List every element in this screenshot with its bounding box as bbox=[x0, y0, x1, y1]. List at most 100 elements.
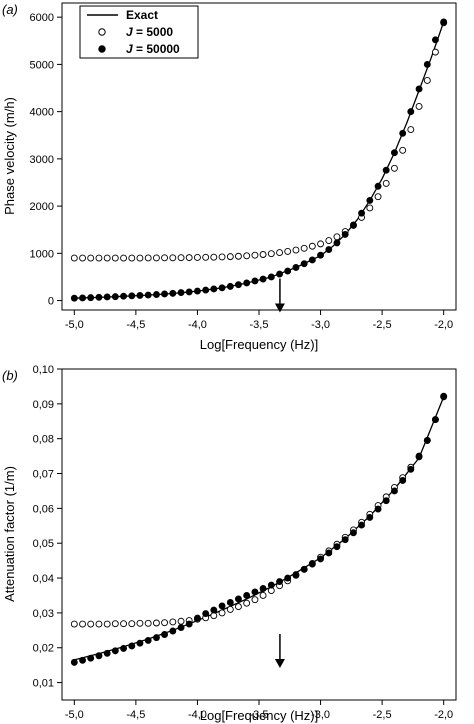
legend-exact-label: Exact bbox=[126, 8, 158, 22]
j5000-data-point bbox=[317, 240, 325, 248]
j50000-data-point bbox=[366, 513, 374, 521]
j50000-data-point bbox=[341, 230, 349, 238]
j50000-data-point bbox=[95, 652, 103, 660]
y-tick-label: 0,10 bbox=[33, 364, 54, 376]
y-tick-label: 0,01 bbox=[33, 678, 54, 690]
x-tick-label: -3,5 bbox=[250, 709, 269, 721]
x-tick-label: -4,5 bbox=[126, 709, 145, 721]
j50000-data-point bbox=[267, 273, 275, 281]
legend: Exact J = 5000 J = 50000 bbox=[79, 5, 199, 59]
j50000-data-point bbox=[259, 275, 267, 283]
x-tick-label: -4,5 bbox=[126, 319, 145, 331]
j5000-data-point bbox=[210, 612, 218, 620]
j50000-data-point bbox=[300, 260, 308, 268]
panel-b-series-j5000 bbox=[70, 392, 448, 628]
j50000-data-point bbox=[234, 595, 242, 603]
j50000-data-point bbox=[415, 85, 423, 93]
j50000-data-point bbox=[333, 239, 341, 247]
j50000-data-point bbox=[193, 287, 201, 295]
j5000-data-point bbox=[218, 609, 226, 617]
j50000-data-point bbox=[374, 182, 382, 190]
y-tick-label: 0,08 bbox=[33, 434, 54, 446]
j5000-data-point bbox=[87, 620, 95, 628]
j5000-data-point bbox=[333, 233, 341, 241]
arrow-down-icon bbox=[274, 659, 285, 668]
j50000-data-point bbox=[431, 416, 439, 423]
j5000-data-point bbox=[325, 237, 333, 245]
j5000-data-point bbox=[103, 254, 111, 262]
panel-a-y-ticks: 0 1000 2000 3000 4000 5000 6000 bbox=[30, 12, 62, 308]
y-tick-label: 1000 bbox=[30, 248, 54, 260]
j5000-data-point bbox=[399, 146, 407, 154]
j50000-data-point bbox=[70, 658, 78, 666]
j50000-data-point bbox=[267, 581, 275, 589]
j5000-data-point bbox=[243, 252, 251, 260]
j5000-data-point bbox=[284, 247, 292, 255]
x-tick-label: -3,0 bbox=[311, 319, 330, 331]
j50000-data-point bbox=[292, 571, 300, 579]
j5000-data-point bbox=[152, 254, 160, 262]
j5000-data-point bbox=[70, 620, 78, 628]
j50000-data-point bbox=[177, 624, 185, 631]
panel-b-series-j50000 bbox=[70, 393, 448, 666]
j50000-data-point bbox=[226, 598, 234, 606]
j5000-data-point bbox=[407, 126, 415, 134]
j50000-data-point bbox=[185, 620, 193, 628]
j50000-data-point bbox=[382, 497, 390, 505]
j5000-data-point bbox=[374, 193, 382, 201]
j5000-data-point bbox=[382, 179, 390, 187]
x-tick-label: -2,5 bbox=[373, 709, 392, 721]
j50000-data-point bbox=[87, 654, 95, 662]
j50000-data-point bbox=[333, 543, 341, 551]
j50000-data-point bbox=[144, 291, 152, 299]
j5000-data-point bbox=[169, 254, 177, 262]
j50000-data-point bbox=[407, 465, 415, 473]
panel-b-attenuation-factor: (b) -5,0 -4,5 -4,0 -3,5 -3,0 -2,5 -2,0 0,010,0… bbox=[2, 364, 457, 723]
j50000-data-point bbox=[185, 288, 193, 296]
x-tick-label: -5,0 bbox=[65, 319, 84, 331]
y-tick-label: 0,02 bbox=[33, 643, 54, 655]
j50000-data-point bbox=[374, 505, 382, 513]
j5000-data-point bbox=[70, 254, 78, 262]
j50000-data-point bbox=[103, 649, 111, 657]
j50000-data-point bbox=[177, 289, 185, 297]
panel-b-y-axis-title: Attenuation factor (1/m) bbox=[2, 466, 17, 602]
j50000-data-point bbox=[79, 656, 87, 664]
j50000-data-point bbox=[161, 631, 169, 638]
y-tick-label: 6000 bbox=[30, 12, 54, 24]
y-tick-label: 0,06 bbox=[33, 503, 54, 515]
exact-curve-line bbox=[74, 396, 445, 661]
j5000-data-point bbox=[415, 102, 423, 110]
j5000-data-point bbox=[259, 592, 267, 599]
panel-a-arrow bbox=[274, 278, 285, 313]
j50000-data-point bbox=[152, 634, 160, 642]
j50000-data-point bbox=[440, 393, 448, 401]
j5000-data-point bbox=[136, 254, 144, 262]
j5000-data-point bbox=[251, 251, 259, 259]
j50000-data-point bbox=[358, 209, 366, 217]
j50000-data-point bbox=[382, 166, 390, 174]
j5000-data-point bbox=[276, 249, 284, 257]
j5000-data-point bbox=[259, 251, 267, 258]
j5000-data-point bbox=[226, 253, 234, 261]
j50000-data-point bbox=[407, 108, 415, 116]
j50000-data-point bbox=[390, 149, 398, 157]
j5000-data-point bbox=[144, 254, 152, 262]
x-tick-label: -2,5 bbox=[373, 319, 392, 331]
j50000-data-point bbox=[325, 246, 333, 253]
panel-b-label: (b) bbox=[2, 368, 18, 383]
j50000-data-point bbox=[276, 270, 284, 278]
j5000-data-point bbox=[390, 164, 398, 172]
j5000-data-point bbox=[423, 77, 431, 84]
j50000-data-point bbox=[243, 592, 251, 599]
j5000-data-point bbox=[243, 599, 251, 607]
legend-hollow-marker-icon bbox=[98, 28, 106, 36]
j50000-data-point bbox=[308, 256, 316, 264]
y-tick-label: 0 bbox=[48, 296, 54, 308]
j5000-data-point bbox=[128, 254, 136, 262]
j5000-data-point bbox=[111, 254, 119, 262]
j50000-data-point bbox=[120, 644, 128, 652]
panel-b-x-axis-title: Log[Frequency (Hz)] bbox=[200, 708, 319, 723]
y-tick-label: 0,05 bbox=[33, 538, 54, 550]
x-tick-label: -4,0 bbox=[188, 709, 207, 721]
